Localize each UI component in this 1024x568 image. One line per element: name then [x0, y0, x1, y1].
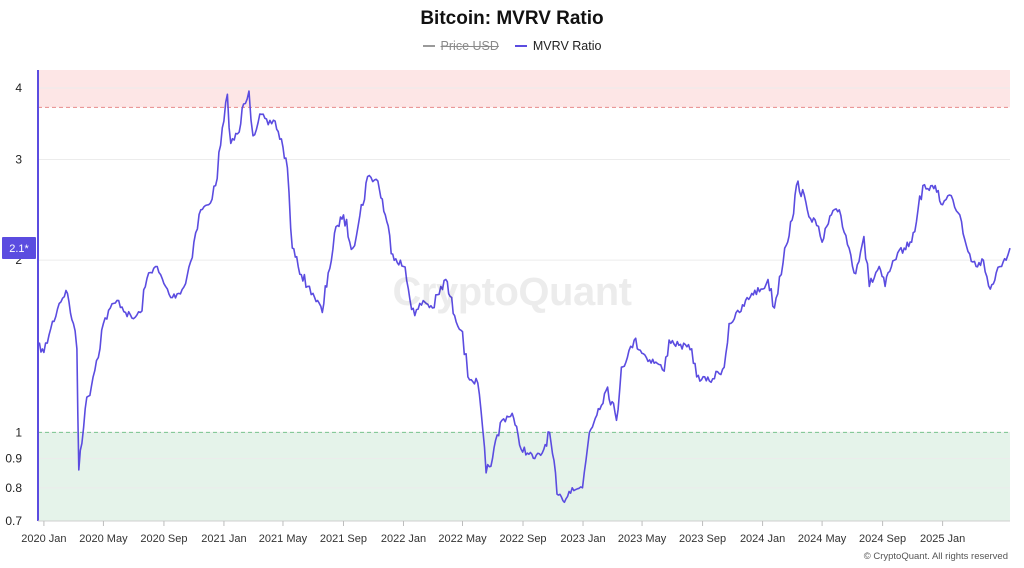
chart-title: Bitcoin: MVRV Ratio — [420, 8, 604, 29]
y-tick-label: 0.7 — [5, 514, 22, 528]
y-tick-label: 4 — [15, 81, 22, 95]
x-tick-label: 2024 Jan — [740, 533, 785, 545]
last-value-badge-text: 2.1* — [9, 243, 29, 255]
x-tick-label: 2023 May — [618, 533, 667, 545]
legend-swatch-price-usd — [422, 45, 435, 47]
undervalued-zone — [38, 432, 1010, 521]
legend-label-price-usd: Price USD — [440, 39, 499, 53]
x-tick-label: 2023 Sep — [679, 533, 726, 545]
x-tick-label: 2021 May — [259, 533, 308, 545]
x-tick-label: 2024 May — [798, 533, 847, 545]
last-value-badge — [2, 237, 36, 260]
y-tick-label: 0.9 — [5, 452, 22, 466]
y-tick-label: 2 — [15, 253, 22, 267]
legend-label-mvrv-ratio: MVRV Ratio — [532, 39, 602, 53]
x-tick-label: 2020 May — [79, 533, 128, 545]
x-tick-label: 2024 Sep — [859, 533, 906, 545]
y-tick-label: 0.8 — [5, 481, 22, 495]
x-tick-label: 2022 May — [438, 533, 487, 545]
y-tick-label: 3 — [15, 152, 22, 166]
overvalued-zone — [38, 70, 1010, 108]
x-tick-label: 2021 Sep — [320, 533, 367, 545]
legend: Price USD MVRV Ratio — [0, 39, 1024, 53]
x-tick-label: 2020 Sep — [140, 533, 187, 545]
y-tick-label: 1 — [15, 425, 22, 439]
x-tick-label: 2023 Jan — [560, 533, 605, 545]
x-tick-label: 2022 Jan — [381, 533, 426, 545]
x-tick-label: 2025 Jan — [920, 533, 965, 545]
x-tick-label: 2022 Sep — [499, 533, 546, 545]
mvrv-ratio-line — [37, 90, 1011, 504]
x-tick-label: 2020 Jan — [21, 533, 66, 545]
legend-swatch-mvrv-ratio — [514, 45, 527, 47]
legend-item-mvrv-ratio[interactable]: MVRV Ratio — [514, 39, 602, 53]
legend-item-price-usd[interactable]: Price USD — [422, 39, 499, 53]
copyright-text: © CryptoQuant. All rights reserved — [863, 551, 1008, 562]
x-tick-label: 2021 Jan — [201, 533, 246, 545]
